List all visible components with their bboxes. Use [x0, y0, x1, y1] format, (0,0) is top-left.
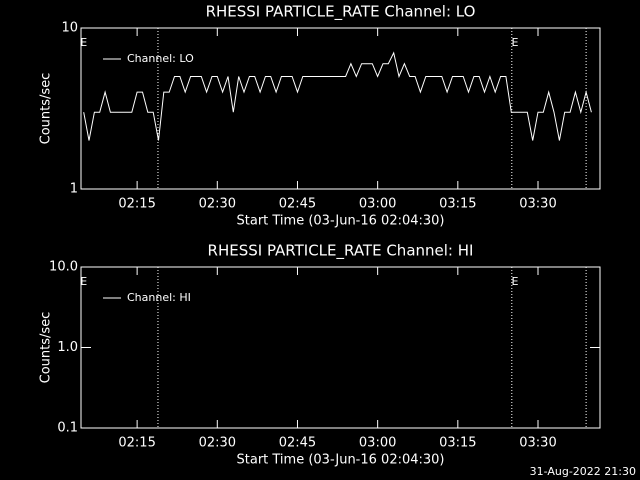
plot: RHESSI PARTICLE_RATE Channel: LO Counts/s…	[39, 3, 601, 229]
annotation: E	[512, 275, 519, 288]
y-axis-label: Counts/sec	[39, 312, 54, 384]
y-tick-label: 1.0	[57, 340, 78, 355]
x-tick-label: 02:15	[118, 197, 155, 212]
timestamp: 31-Aug-2022 21:30	[530, 465, 636, 478]
y-tick-label: 0.1	[57, 421, 78, 436]
x-axis-label: Start Time (03-Jun-16 02:04:30)	[237, 453, 445, 468]
y-tick-label: 1	[70, 182, 78, 197]
chart-title: RHESSI PARTICLE_RATE Channel: HI	[208, 242, 474, 261]
x-tick-label: 03:30	[519, 197, 556, 212]
annotation: E	[80, 275, 87, 288]
legend-label: Channel: LO	[127, 52, 194, 65]
y-axis-label: Counts/sec	[39, 73, 54, 145]
y-tick-label: 10	[61, 21, 78, 36]
x-tick-label: 03:30	[519, 436, 556, 451]
x-tick-label: 03:15	[439, 197, 476, 212]
plot: RHESSI PARTICLE_RATE Channel: HI Counts/s…	[39, 242, 601, 468]
x-tick-label: 02:30	[199, 197, 236, 212]
plot-frame	[80, 27, 601, 190]
x-tick-label: 03:00	[359, 436, 396, 451]
annotation: E	[512, 36, 519, 49]
x-tick-label: 02:45	[279, 197, 316, 212]
y-tick-label: 10.0	[49, 260, 78, 275]
x-tick-label: 02:30	[199, 436, 236, 451]
annotation: E	[80, 36, 87, 49]
x-axis-label: Start Time (03-Jun-16 02:04:30)	[237, 214, 445, 229]
x-tick-label: 03:15	[439, 436, 476, 451]
series-line	[83, 51, 592, 141]
chart-title: RHESSI PARTICLE_RATE Channel: LO	[206, 3, 476, 22]
x-tick-label: 02:15	[118, 436, 155, 451]
legend-label: Channel: HI	[127, 291, 191, 304]
x-tick-label: 02:45	[279, 436, 316, 451]
x-tick-label: 03:00	[359, 197, 396, 212]
